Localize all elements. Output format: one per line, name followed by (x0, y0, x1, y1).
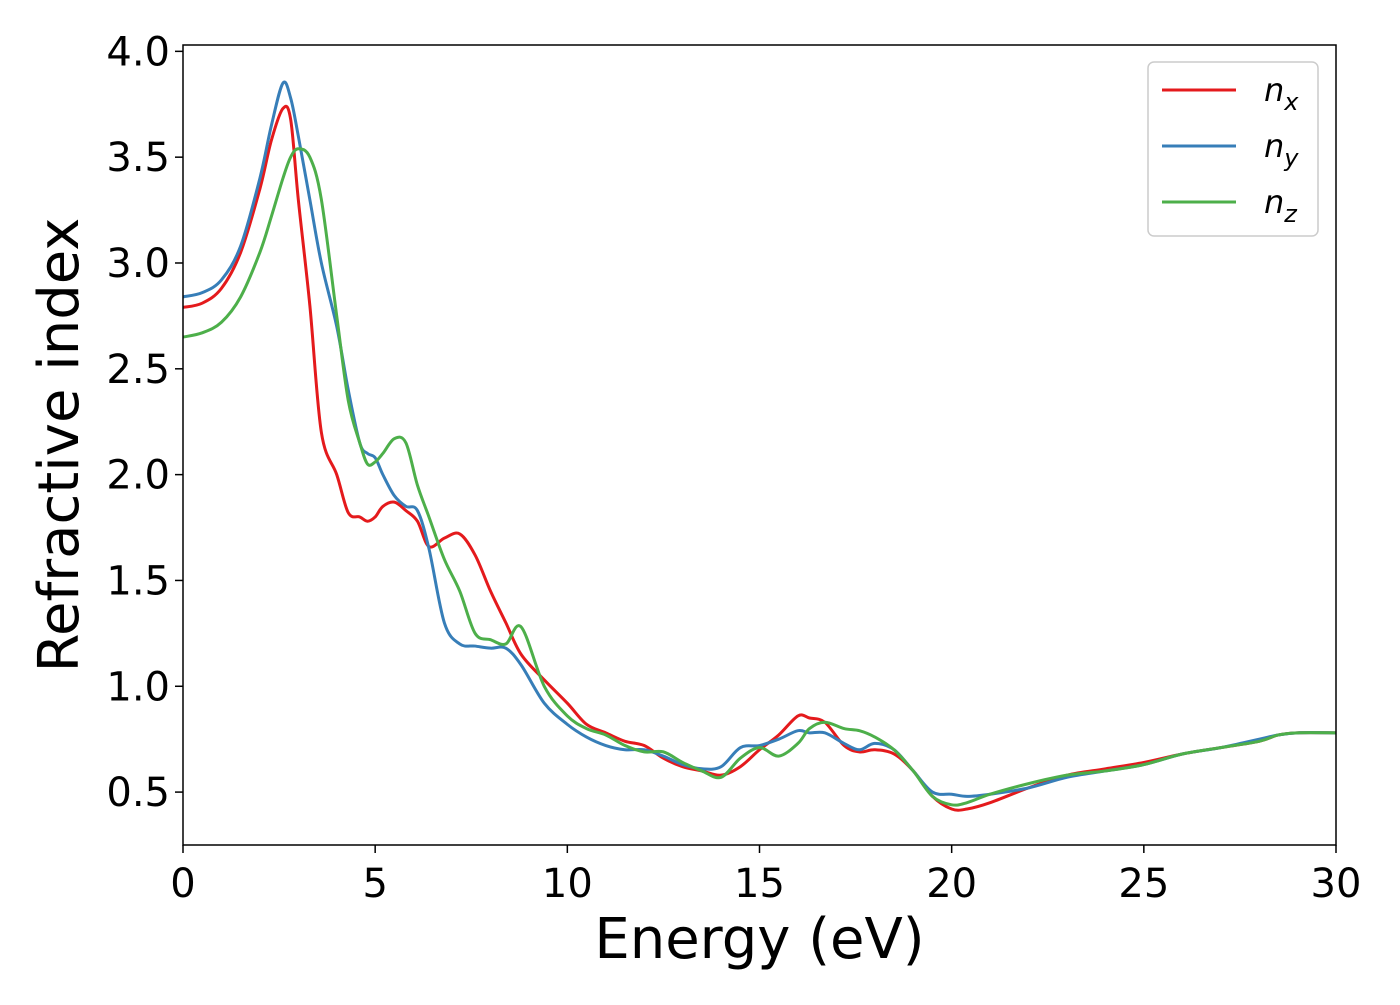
x-tick-label: 0 (170, 861, 195, 907)
legend-label-base: n (1264, 127, 1284, 165)
y-tick-label: 4.0 (106, 29, 170, 75)
legend-label-z: nz (1264, 183, 1298, 228)
legend-label-sub: z (1283, 200, 1298, 228)
legend-label-x: nx (1264, 71, 1299, 116)
legend-label-base: n (1264, 71, 1284, 109)
legend-label-sub: y (1283, 144, 1299, 172)
series-line-x (183, 104, 1336, 812)
x-tick-label: 15 (734, 861, 785, 907)
x-axis-label: Energy (eV) (594, 907, 924, 972)
y-tick-label: 0.5 (106, 770, 170, 816)
y-tick-label: 3.5 (106, 135, 170, 181)
legend-label-y: ny (1264, 127, 1299, 172)
y-axis: 0.5 1.0 1.5 2.0 2.5 3.0 3.5 4.0 (106, 29, 183, 816)
x-tick-label: 20 (926, 861, 977, 907)
y-tick-label: 2.5 (106, 347, 170, 393)
legend-box (1147, 61, 1319, 237)
legend-label-base: n (1264, 183, 1284, 221)
y-tick-label: 3.0 (106, 241, 170, 287)
y-tick-label: 2.0 (106, 453, 170, 499)
series-layer (183, 80, 1336, 812)
y-tick-label: 1.5 (106, 558, 170, 604)
x-tick-label: 25 (1118, 861, 1169, 907)
y-tick-label: 1.0 (106, 664, 170, 710)
legend-label-sub: x (1283, 88, 1299, 116)
series-line-z (183, 147, 1336, 807)
y-axis-label: Refractive index (27, 218, 92, 673)
x-axis: 0 5 10 15 20 25 30 (170, 845, 1361, 907)
x-tick-label: 5 (362, 861, 387, 907)
x-tick-label: 10 (542, 861, 593, 907)
x-tick-label: 30 (1311, 861, 1362, 907)
